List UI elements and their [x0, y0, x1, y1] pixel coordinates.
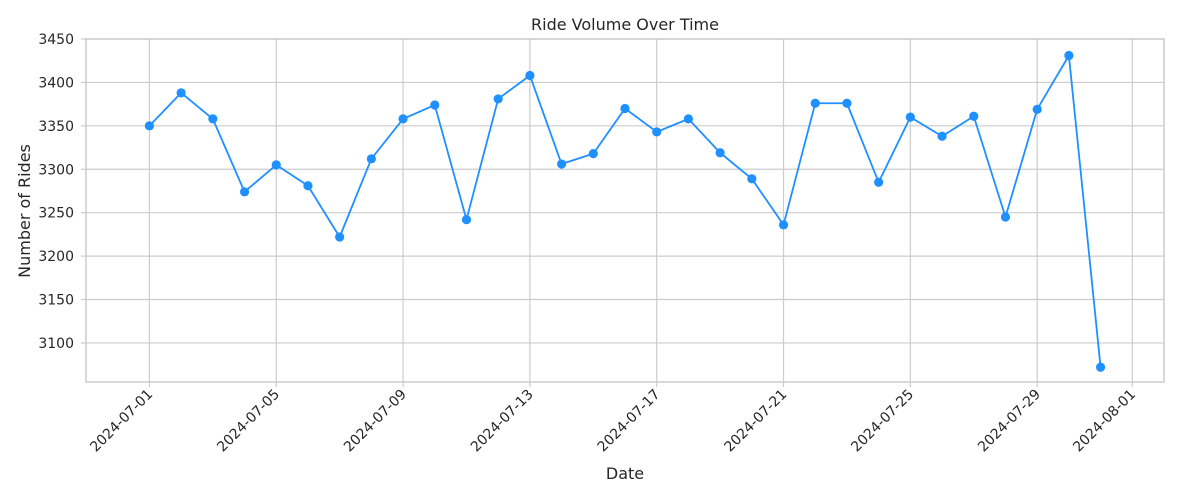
data-point: [1095, 362, 1106, 372]
data-point: [683, 114, 694, 124]
y-tick-label: 3300: [38, 162, 74, 178]
data-point: [652, 127, 662, 137]
series-layer: [144, 50, 1106, 372]
data-point: [1064, 50, 1074, 61]
data-point: [493, 94, 503, 104]
x-tick-label: 2024-07-17: [595, 387, 664, 456]
y-tick-label: 3200: [38, 249, 74, 265]
data-point: [239, 187, 250, 197]
data-point: [810, 98, 820, 108]
data-point: [874, 177, 884, 187]
x-tick-label: 2024-07-13: [468, 387, 537, 456]
y-axis-title: Number of Rides: [15, 144, 34, 278]
data-point: [303, 181, 313, 191]
data-point: [969, 111, 979, 121]
data-point: [176, 88, 186, 98]
data-point: [366, 154, 376, 164]
x-tick-label: 2024-07-29: [975, 387, 1044, 456]
data-point: [715, 148, 725, 158]
y-tick-label: 3250: [38, 206, 74, 222]
data-point: [1032, 104, 1042, 114]
data-point: [842, 98, 852, 108]
plot-frame: [85, 38, 1165, 383]
data-point: [588, 149, 598, 159]
y-tick-label: 3450: [38, 32, 74, 48]
data-point: [430, 100, 440, 110]
x-tick-label: 2024-08-01: [1070, 387, 1139, 456]
x-tick-label: 2024-07-01: [87, 387, 156, 456]
data-point: [905, 112, 915, 122]
series-line: [148, 54, 1102, 368]
data-point: [747, 174, 757, 184]
y-tick-label: 3400: [38, 75, 74, 91]
y-tick-label: 3350: [38, 119, 74, 135]
y-tick-label: 3100: [38, 336, 74, 352]
data-point: [1000, 212, 1011, 222]
data-point: [271, 160, 281, 170]
data-point: [208, 114, 218, 124]
grid: [86, 38, 1164, 382]
chart-title: Ride Volume Over Time: [531, 15, 719, 34]
data-point: [778, 220, 789, 230]
data-point: [525, 70, 535, 81]
data-point: [461, 215, 472, 225]
data-point: [335, 232, 345, 242]
x-tick-label: 2024-07-05: [214, 387, 283, 456]
x-tick-label: 2024-07-09: [341, 387, 410, 456]
data-point: [398, 114, 408, 124]
x-tick-label: 2024-07-25: [848, 387, 917, 456]
data-point: [937, 131, 947, 141]
data-point: [556, 159, 567, 169]
axis-ticks: 3100 3150 3200 3250 3300 3350 3400 3450 2024-07-…: [38, 32, 1139, 455]
data-point: [620, 103, 630, 114]
x-tick-label: 2024-07-21: [722, 387, 791, 456]
data-point: [144, 121, 155, 131]
x-axis-title: Date: [606, 464, 644, 483]
y-tick-label: 3150: [38, 293, 74, 309]
